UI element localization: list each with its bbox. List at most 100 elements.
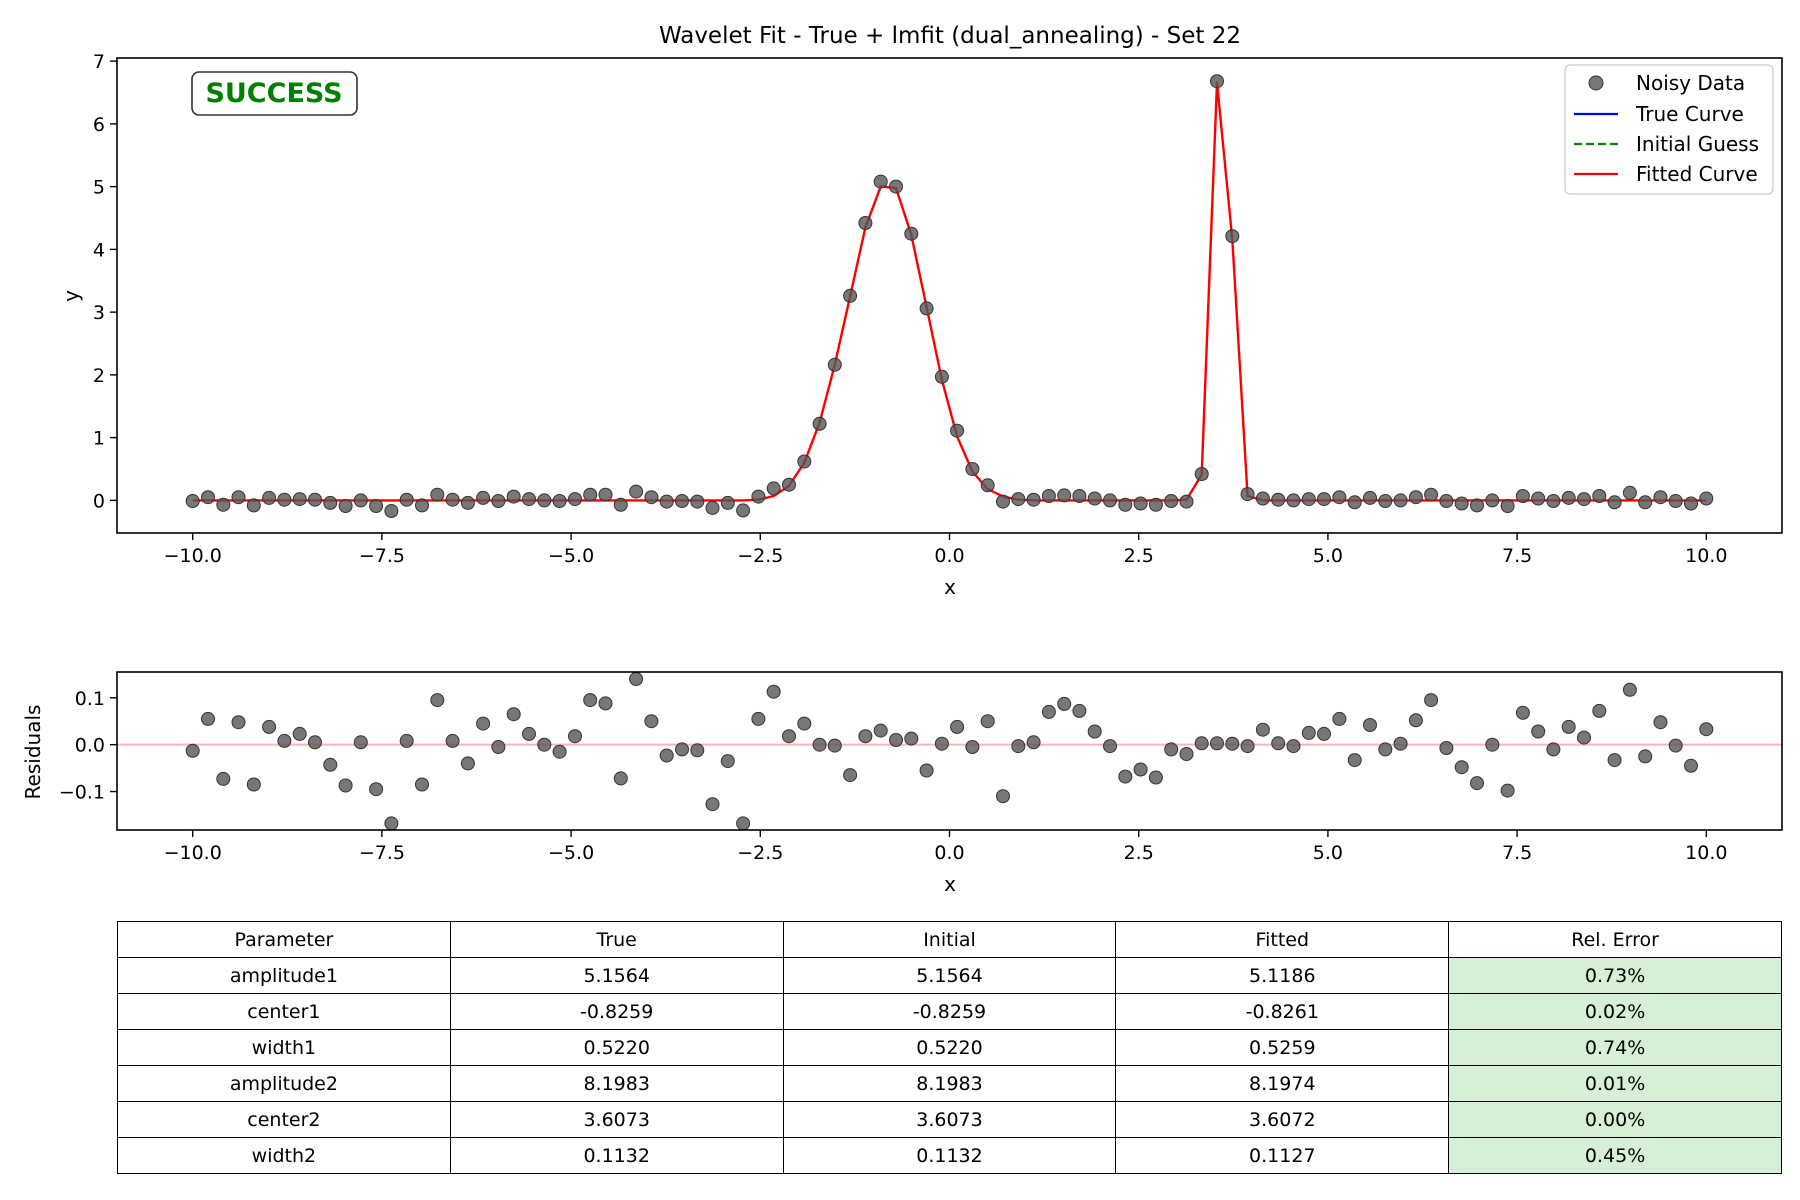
rel-error-cell: 0.02% [1448, 993, 1782, 1030]
noisy-data-point [1408, 490, 1423, 505]
main-y-ticks: 0 1 2 3 4 5 6 7 [93, 51, 117, 512]
residual-point [1118, 769, 1133, 784]
residual-point [1255, 722, 1270, 737]
residual-point [950, 719, 965, 734]
noisy-data-point [1531, 491, 1546, 506]
noisy-data-point [797, 454, 812, 469]
residual-point [827, 738, 842, 753]
noisy-data-point [1317, 492, 1331, 507]
noisy-data-point [384, 504, 399, 518]
residuals-x-ticks: −10.0 −7.5 −5.0 −2.5 0.0 2.5 5.0 7.5 10.0 [164, 830, 1727, 864]
main-y-tick-label: 1 [93, 428, 105, 450]
table-cell: width1 [117, 1029, 451, 1066]
residual-point [919, 763, 934, 778]
table-cell: 5.1564 [782, 957, 1117, 994]
noisy-data-point [1561, 490, 1576, 505]
noisy-data-point [1164, 494, 1179, 508]
legend-marker-noisy-data [1588, 75, 1604, 91]
residual-point [399, 733, 414, 748]
residuals-x-tick-label: 10.0 [1685, 842, 1727, 864]
residuals-x-axis-label: x [944, 872, 956, 896]
residual-point [690, 743, 705, 758]
noisy-data-point [1271, 492, 1286, 507]
noisy-data-point [537, 493, 552, 508]
residual-point [797, 716, 812, 731]
main-y-tick-label: 3 [93, 302, 105, 324]
residual-point [1317, 726, 1331, 741]
residual-point [1026, 735, 1041, 750]
residual-point [1577, 730, 1591, 745]
residual-point [904, 731, 919, 746]
residuals-axes-frame [116, 671, 1783, 831]
fitted-curve-line [192, 81, 1707, 502]
residual-point [491, 740, 506, 754]
noisy-data-point [980, 478, 995, 493]
noisy-data-point [1378, 494, 1393, 508]
residuals-x-tick-label: 2.5 [1124, 842, 1154, 864]
residual-point [766, 684, 781, 699]
residual-point [1210, 736, 1224, 751]
legend-label-fitted-curve: Fitted Curve [1636, 162, 1758, 186]
residual-point [415, 777, 429, 792]
noisy-data-point [1026, 492, 1041, 507]
noisy-data-point [613, 497, 628, 512]
noisy-data-point [323, 495, 338, 510]
main-axes-frame [116, 57, 1783, 534]
residual-point [1133, 762, 1148, 777]
residual-point [1638, 749, 1653, 764]
noisy-data-point [904, 226, 919, 241]
noisy-data-point [1485, 493, 1500, 508]
residual-point [996, 789, 1010, 804]
noisy-data-point [1087, 491, 1102, 506]
main-y-tick-label: 2 [93, 365, 105, 387]
table-row: width1 0.5220 0.5220 0.5259 0.74% [117, 1029, 1782, 1066]
parameter-table: Parameter True Initial Fitted Rel. Error amp… [117, 921, 1782, 1174]
noisy-data-point [690, 494, 705, 509]
noisy-data-point [308, 492, 322, 507]
noisy-data-point [277, 492, 292, 507]
residual-point [1622, 682, 1637, 697]
residual-point [980, 714, 995, 729]
noisy-data-point [873, 174, 888, 189]
table-header-cell: Fitted [1115, 921, 1450, 958]
residual-point [323, 757, 338, 772]
table-cell: 3.6073 [782, 1101, 1117, 1138]
main-x-axis-label: x [944, 575, 956, 599]
noisy-data-point [1255, 491, 1270, 506]
residual-point [1271, 736, 1286, 751]
noisy-data-point [1240, 487, 1255, 502]
residual-point [675, 742, 689, 757]
noisy-data-point [1041, 489, 1056, 503]
noisy-data-point [720, 495, 735, 510]
noisy-data-point [1668, 494, 1683, 508]
noisy-data-point [1515, 489, 1530, 503]
residual-point [201, 711, 215, 726]
residual-point [353, 735, 368, 750]
noisy-data-point [736, 503, 751, 518]
table-cell: -0.8259 [782, 993, 1117, 1030]
residual-point [1500, 783, 1515, 798]
residual-point [1148, 770, 1163, 785]
residual-point [476, 716, 491, 731]
table-cell: 5.1186 [1115, 957, 1450, 994]
table-header-row: Parameter True Initial Fitted Rel. Error [117, 921, 1782, 958]
main-x-tick-label: −2.5 [737, 545, 783, 567]
residuals-chart: −10.0 −7.5 −5.0 −2.5 0.0 2.5 5.0 7.5 10.0 −0.1 0.… [21, 671, 1783, 896]
noisy-data-point [460, 495, 475, 510]
noisy-data-point [353, 493, 368, 508]
residual-point [1393, 736, 1408, 751]
main-x-tick-label: −7.5 [359, 545, 405, 567]
noisy-data-point [1607, 495, 1622, 510]
noisy-data-point [1393, 493, 1408, 508]
main-y-tick-label: 5 [93, 177, 105, 199]
main-x-tick-label: 2.5 [1124, 545, 1154, 567]
residuals-y-tick-label: −0.1 [59, 782, 105, 804]
residual-point [705, 797, 720, 812]
residual-point [1485, 737, 1500, 752]
residuals-y-axis-label: Residuals [21, 705, 45, 800]
residual-point [552, 744, 567, 759]
noisy-data-point [262, 490, 277, 505]
residual-point [185, 743, 200, 758]
residual-point [1301, 725, 1316, 740]
table-cell: 0.5220 [449, 1029, 784, 1066]
